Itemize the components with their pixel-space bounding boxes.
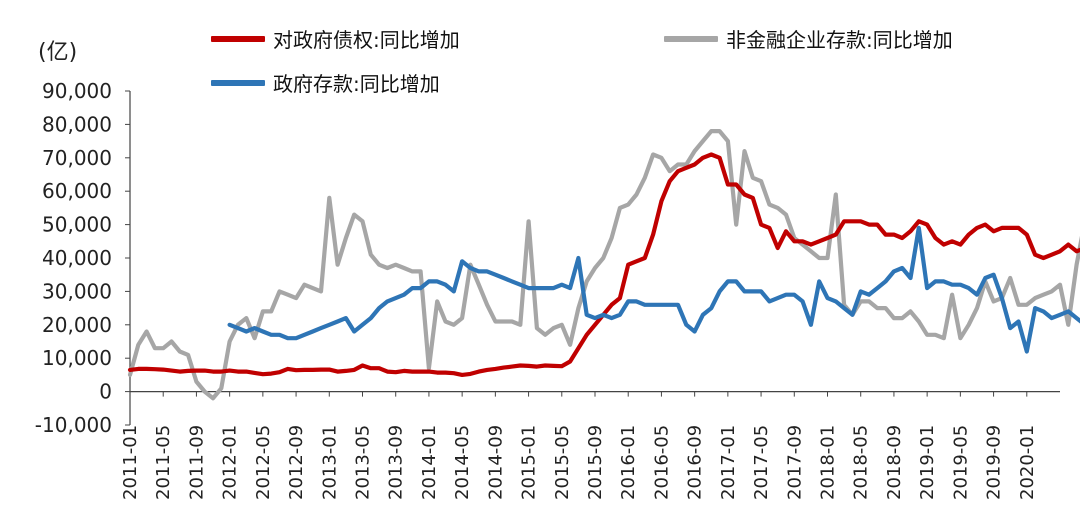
legend-label-gov-claims: 对政府债权:同比增加 xyxy=(273,28,460,52)
legend-item-gov-claims: 对政府债权:同比增加 xyxy=(211,24,460,53)
x-tick-label: 2020-01 xyxy=(1017,425,1038,500)
x-tick-label: 2019-05 xyxy=(950,425,971,500)
x-tick-label: 2013-09 xyxy=(386,425,407,500)
y-tick-label: 40,000 xyxy=(42,246,112,270)
x-tick-label: 2011-01 xyxy=(120,425,141,500)
legend-label-corp-deposits: 非金融企业存款:同比增加 xyxy=(726,28,953,52)
y-tick-label: 30,000 xyxy=(42,279,112,303)
x-tick-label: 2013-05 xyxy=(353,425,374,500)
x-tick-label: 2014-05 xyxy=(452,425,473,500)
series-line-2 xyxy=(227,225,1080,354)
y-tick-label: 60,000 xyxy=(42,179,112,203)
x-tick-label: 2015-01 xyxy=(519,425,540,500)
series-line-0 xyxy=(127,129,1080,401)
x-tick-label: 2013-01 xyxy=(319,425,340,500)
x-tick-label: 2018-09 xyxy=(884,425,905,500)
y-tick-label: 0 xyxy=(99,380,112,404)
x-tick-label: 2018-05 xyxy=(851,425,872,500)
y-axis-unit-label: (亿) xyxy=(38,40,78,65)
y-tick-label: 10,000 xyxy=(42,346,112,370)
legend-item-corp-deposits: 非金融企业存款:同比增加 xyxy=(664,24,953,53)
x-tick-label: 2016-05 xyxy=(651,425,672,500)
x-tick-label: 2011-09 xyxy=(186,425,207,500)
x-tick-label: 2014-09 xyxy=(485,425,506,500)
legend-swatch-gov-deposits xyxy=(211,79,265,86)
x-tick-label: 2015-09 xyxy=(585,425,606,500)
x-tick-label: 2019-01 xyxy=(917,425,938,500)
legend-swatch-gov-claims xyxy=(211,35,265,42)
x-tick-label: 2016-09 xyxy=(685,425,706,500)
series-line-1 xyxy=(127,152,1080,377)
x-tick-label: 2016-01 xyxy=(618,425,639,500)
x-tick-label: 2012-01 xyxy=(220,425,241,500)
x-tick-label: 2019-09 xyxy=(984,425,1005,500)
y-tick-label: 70,000 xyxy=(42,146,112,170)
x-tick-label: 2011-05 xyxy=(153,425,174,500)
x-tick-label: 2017-09 xyxy=(784,425,805,500)
legend-label-gov-deposits: 政府存款:同比增加 xyxy=(273,72,440,96)
x-tick-label: 2018-01 xyxy=(818,425,839,500)
legend-item-gov-deposits: 政府存款:同比增加 xyxy=(211,68,440,97)
y-tick-label: 80,000 xyxy=(42,112,112,136)
y-tick-label: 20,000 xyxy=(42,313,112,337)
y-tick-label: 90,000 xyxy=(42,79,112,103)
x-tick-label: 2017-05 xyxy=(751,425,772,500)
x-tick-label: 2015-05 xyxy=(552,425,573,500)
x-tick-label: 2012-09 xyxy=(286,425,307,500)
y-tick-label: -10,000 xyxy=(35,413,112,437)
x-tick-label: 2017-01 xyxy=(718,425,739,500)
legend-swatch-corp-deposits xyxy=(664,35,718,42)
y-tick-label: 50,000 xyxy=(42,213,112,237)
x-tick-label: 2014-01 xyxy=(419,425,440,500)
x-tick-label: 2012-05 xyxy=(253,425,274,500)
